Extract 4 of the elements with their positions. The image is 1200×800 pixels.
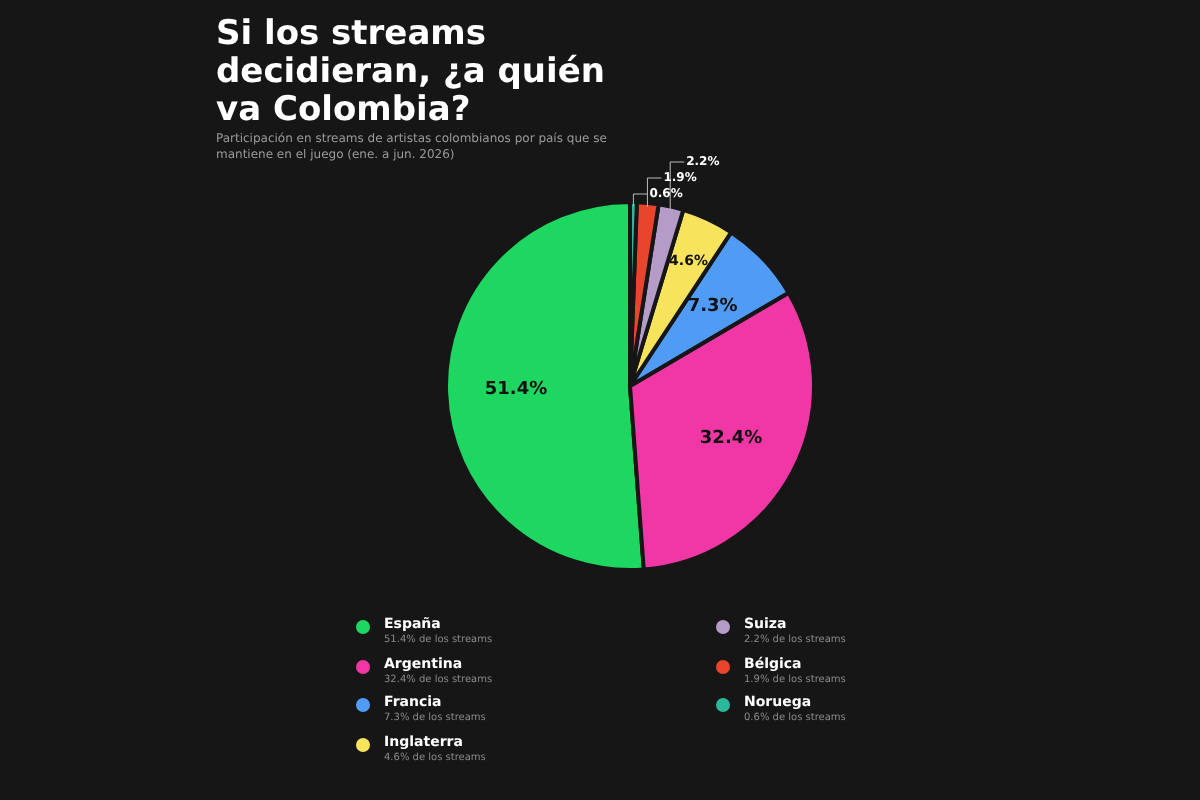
- chart-title: Si los streams decidieran, ¿a quién va Colombia?: [216, 14, 607, 130]
- data-label: 51.4%: [484, 380, 548, 401]
- data-label: 7.3%: [687, 297, 738, 318]
- data-label: 32.4%: [699, 428, 763, 449]
